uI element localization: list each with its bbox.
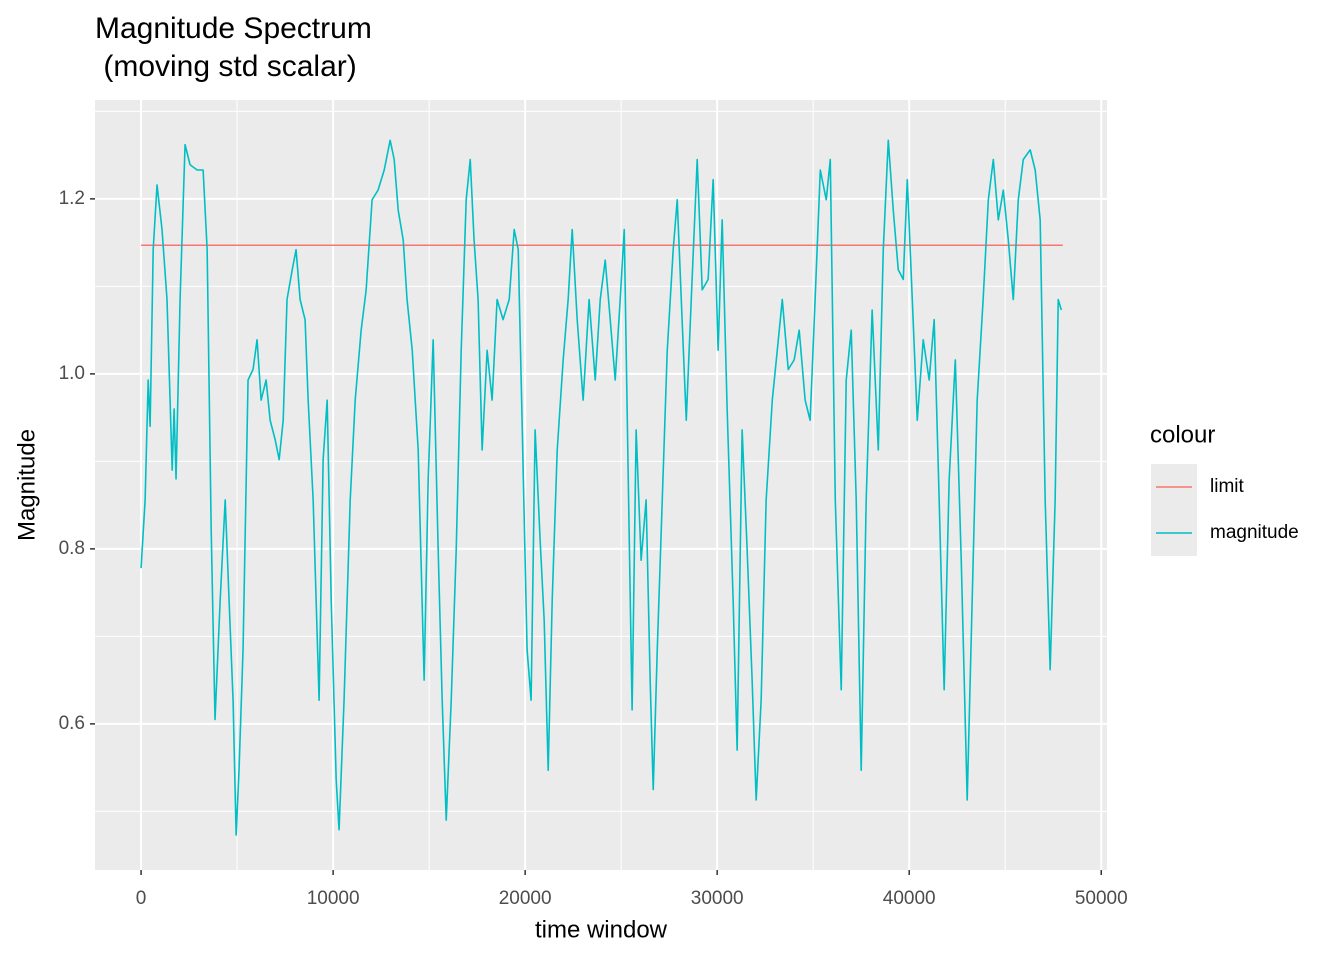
x-tick-label: 0 <box>136 888 147 909</box>
x-tick-label: 50000 <box>1075 888 1128 909</box>
x-tick-label: 30000 <box>691 888 744 909</box>
legend-title: colour <box>1150 421 1215 448</box>
x-tick-label: 40000 <box>883 888 936 909</box>
x-tick-label: 20000 <box>499 888 552 909</box>
legend-key-background <box>1151 464 1197 556</box>
y-tick-label: 1.2 <box>59 188 85 209</box>
line-magnitude <box>140 139 1063 836</box>
x-axis-title: time window <box>535 916 668 943</box>
x-tick-label: 10000 <box>307 888 360 909</box>
y-axis-title: Magnitude <box>13 429 40 541</box>
legend: limit magnitude <box>1151 464 1299 556</box>
y-tick-label: 0.8 <box>59 538 85 559</box>
y-tick-label: 0.6 <box>59 713 85 734</box>
chart-title: Magnitude Spectrum (moving std scalar) <box>95 12 372 83</box>
y-tick-label: 1.0 <box>59 363 85 384</box>
legend-label: magnitude <box>1210 522 1299 543</box>
grid <box>95 100 1107 870</box>
legend-label: limit <box>1210 476 1244 497</box>
